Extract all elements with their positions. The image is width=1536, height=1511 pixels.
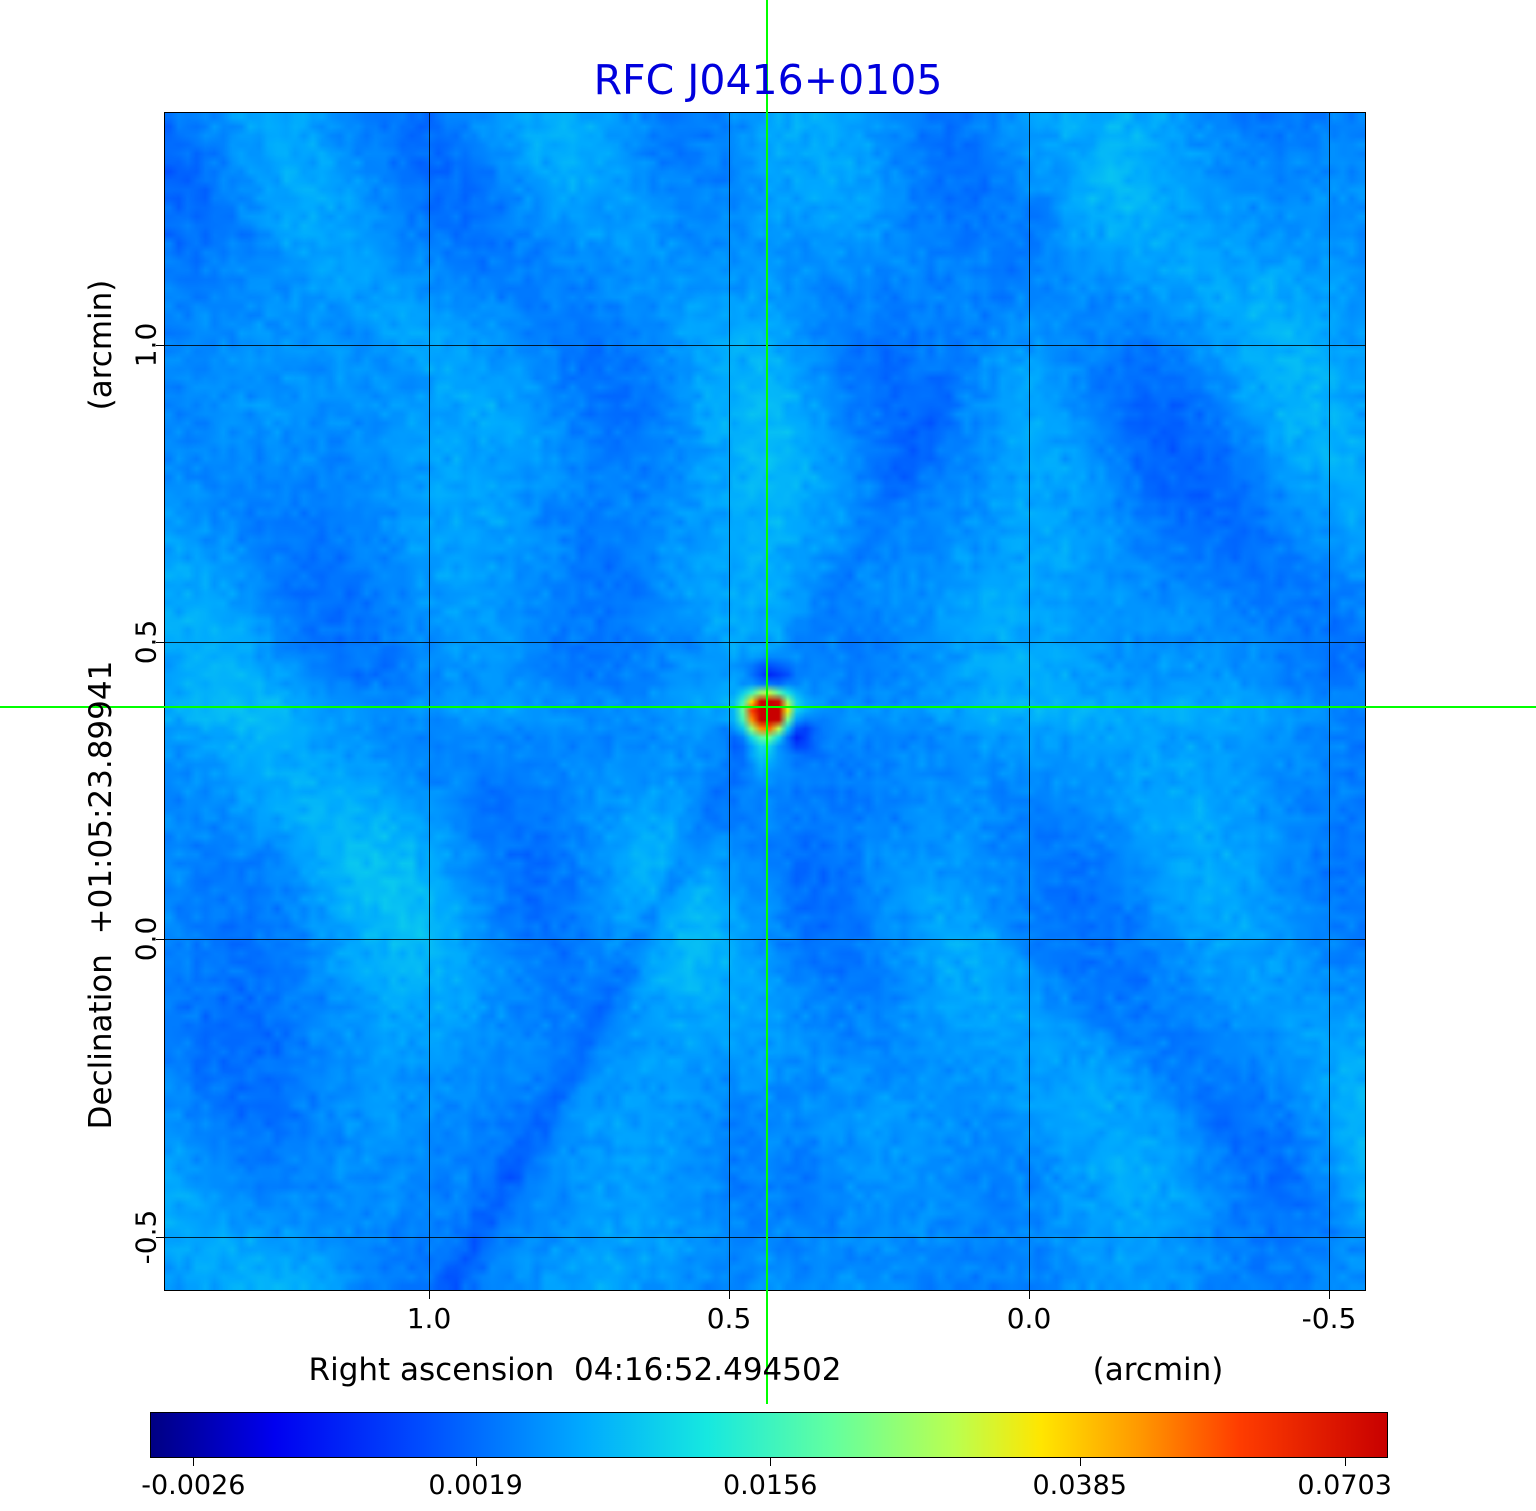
x-tick-mark <box>1029 1290 1030 1299</box>
x-tick-label: 1.0 <box>406 1302 452 1335</box>
colorbar-tick-label: 0.0019 <box>428 1470 523 1501</box>
crosshair-vertical-line <box>765 0 768 1404</box>
gridline-horizontal <box>165 1236 1365 1238</box>
y-tick-label: -0.5 <box>129 1209 163 1264</box>
y-axis-label: Declination +01:05:23.89941 <box>83 660 119 1130</box>
x-tick-mark <box>1329 1290 1330 1299</box>
gridline-horizontal <box>165 939 1365 941</box>
gridline-vertical <box>1329 113 1330 1290</box>
colorbar-tick-label: 0.0385 <box>1032 1470 1127 1501</box>
y-tick-mark <box>156 642 165 644</box>
y-tick-label: 1.0 <box>129 322 163 368</box>
y-tick-label: 0.5 <box>129 619 163 665</box>
x-tick-label: -0.5 <box>1301 1302 1357 1335</box>
colorbar-tick-label: -0.0026 <box>141 1470 246 1501</box>
colorbar-tick-mark <box>1079 1458 1081 1466</box>
colorbar-tick-label: 0.0703 <box>1297 1470 1392 1501</box>
plot-area <box>165 113 1365 1290</box>
y-axis-unit-label: (arcmin) <box>83 279 119 411</box>
colorbar-tick-mark <box>770 1458 772 1466</box>
gridline-vertical <box>729 113 730 1290</box>
plot-title: RFC J0416+0105 <box>593 56 943 104</box>
y-tick-mark <box>156 939 165 941</box>
colorbar-tick-mark <box>475 1458 477 1466</box>
sky-image-canvas <box>165 113 1365 1290</box>
gridline-vertical <box>1029 113 1030 1290</box>
x-tick-mark <box>729 1290 730 1299</box>
gridline-horizontal <box>165 642 1365 644</box>
gridline-vertical <box>429 113 430 1290</box>
crosshair-horizontal-line <box>0 705 1536 708</box>
colorbar-tick-mark <box>1344 1458 1346 1466</box>
y-tick-mark <box>156 344 165 346</box>
x-axis-label: Right ascension 04:16:52.494502 <box>308 1352 842 1388</box>
grid-overlay <box>165 113 1365 1290</box>
y-tick-label: 0.0 <box>129 917 163 962</box>
colorbar-tick-mark <box>193 1458 195 1466</box>
colorbar-tick-label: 0.0156 <box>722 1470 818 1501</box>
x-axis-unit-label: (arcmin) <box>1092 1352 1224 1388</box>
gridline-horizontal <box>165 344 1365 346</box>
x-tick-label: 0.0 <box>1006 1302 1052 1335</box>
x-tick-label: 0.5 <box>706 1302 752 1335</box>
x-tick-mark <box>429 1290 430 1299</box>
y-tick-mark <box>156 1236 165 1238</box>
colorbar-gradient <box>150 1412 1388 1458</box>
